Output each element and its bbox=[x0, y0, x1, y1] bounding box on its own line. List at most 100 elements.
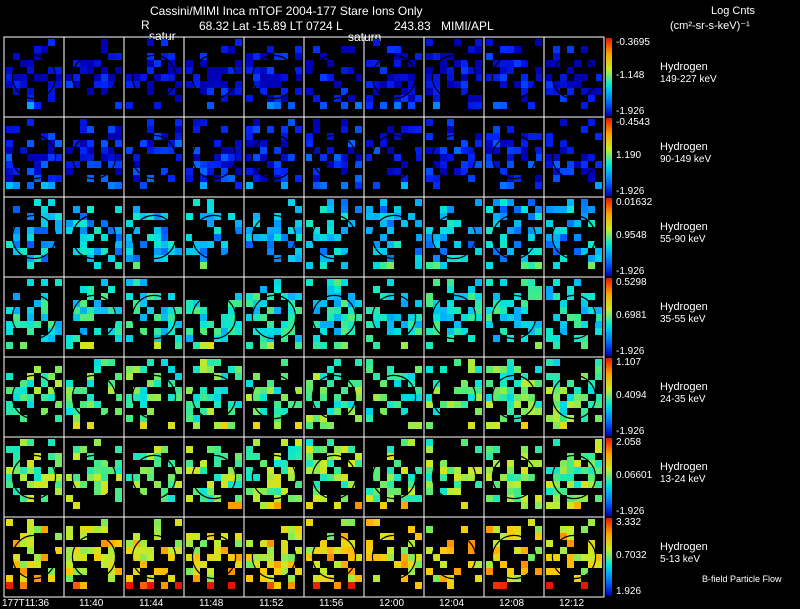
data-pixel bbox=[6, 67, 13, 74]
data-pixel bbox=[500, 199, 507, 206]
data-pixel bbox=[475, 102, 482, 109]
data-pixel bbox=[108, 554, 115, 561]
data-pixel bbox=[468, 175, 475, 182]
data-pixel bbox=[380, 293, 387, 300]
time-tick-label-8: 12:08 bbox=[499, 598, 525, 609]
data-pixel bbox=[193, 307, 200, 314]
data-pixel bbox=[454, 241, 461, 248]
data-pixel bbox=[140, 279, 147, 286]
panel-r4-c8 bbox=[483, 356, 545, 438]
data-pixel bbox=[373, 182, 380, 189]
data-pixel bbox=[387, 373, 394, 380]
data-pixel bbox=[355, 554, 362, 561]
data-pixel bbox=[415, 387, 422, 394]
data-pixel bbox=[115, 394, 122, 401]
data-pixel bbox=[20, 467, 27, 474]
data-pixel bbox=[101, 554, 108, 561]
data-pixel bbox=[408, 422, 415, 429]
data-pixel bbox=[341, 387, 348, 394]
data-pixel bbox=[94, 474, 101, 481]
data-pixel bbox=[161, 234, 168, 241]
data-pixel bbox=[221, 88, 228, 95]
data-pixel bbox=[27, 380, 34, 387]
data-pixel bbox=[581, 248, 588, 255]
data-pixel bbox=[147, 474, 154, 481]
data-pixel bbox=[274, 561, 281, 568]
planet-outline bbox=[431, 214, 477, 260]
data-pixel bbox=[486, 140, 493, 147]
data-pixel bbox=[126, 293, 133, 300]
data-pixel bbox=[27, 526, 34, 533]
data-pixel bbox=[334, 401, 341, 408]
data-pixel bbox=[80, 387, 87, 394]
data-pixel bbox=[274, 168, 281, 175]
data-pixel bbox=[500, 373, 507, 380]
data-pixel bbox=[475, 293, 482, 300]
data-pixel bbox=[66, 495, 73, 502]
data-pixel bbox=[55, 474, 62, 481]
data-pixel bbox=[235, 227, 242, 234]
data-pixel bbox=[295, 495, 302, 502]
data-pixel bbox=[334, 328, 341, 335]
data-pixel bbox=[6, 154, 13, 161]
data-pixel bbox=[507, 401, 514, 408]
data-pixel bbox=[475, 279, 482, 286]
planet-outline bbox=[11, 134, 57, 180]
data-pixel bbox=[320, 206, 327, 213]
data-pixel bbox=[6, 467, 13, 474]
data-pixel bbox=[288, 526, 295, 533]
panel-r0-c9 bbox=[543, 36, 605, 118]
data-pixel bbox=[147, 547, 154, 554]
data-pixel bbox=[373, 262, 380, 269]
data-pixel bbox=[426, 366, 433, 373]
data-pixel bbox=[408, 95, 415, 102]
data-pixel bbox=[581, 199, 588, 206]
data-pixel bbox=[101, 154, 108, 161]
data-pixel bbox=[546, 387, 553, 394]
data-pixel bbox=[306, 467, 313, 474]
data-pixel bbox=[13, 74, 20, 81]
data-pixel bbox=[235, 533, 242, 540]
data-pixel bbox=[334, 154, 341, 161]
data-pixel bbox=[373, 81, 380, 88]
data-pixel bbox=[221, 46, 228, 53]
panel-r3-c6 bbox=[363, 276, 425, 358]
data-pixel bbox=[588, 95, 595, 102]
data-pixel bbox=[6, 328, 13, 335]
source-label: MIMI/APL bbox=[441, 19, 494, 33]
data-pixel bbox=[355, 453, 362, 460]
data-pixel bbox=[415, 495, 422, 502]
data-pixel bbox=[581, 408, 588, 415]
data-pixel bbox=[401, 554, 408, 561]
data-pixel bbox=[228, 401, 235, 408]
data-pixel bbox=[313, 168, 320, 175]
data-pixel bbox=[341, 262, 348, 269]
data-pixel bbox=[535, 213, 542, 220]
data-pixel bbox=[274, 481, 281, 488]
data-pixel bbox=[221, 547, 228, 554]
data-pixel bbox=[115, 373, 122, 380]
data-pixel bbox=[426, 467, 433, 474]
data-pixel bbox=[493, 422, 500, 429]
data-pixel bbox=[20, 248, 27, 255]
data-pixel bbox=[87, 342, 94, 349]
data-pixel bbox=[320, 74, 327, 81]
data-pixel bbox=[27, 519, 34, 526]
data-pixel bbox=[126, 373, 133, 380]
data-pixel bbox=[94, 262, 101, 269]
data-pixel bbox=[433, 74, 440, 81]
data-pixel bbox=[535, 460, 542, 467]
data-pixel bbox=[327, 321, 334, 328]
data-pixel bbox=[560, 422, 567, 429]
data-pixel bbox=[154, 227, 161, 234]
data-pixel bbox=[380, 206, 387, 213]
data-pixel bbox=[66, 526, 73, 533]
data-pixel bbox=[461, 380, 468, 387]
data-pixel bbox=[246, 67, 253, 74]
data-pixel bbox=[500, 307, 507, 314]
planet-outline bbox=[311, 294, 357, 340]
data-pixel bbox=[27, 314, 34, 321]
data-pixel bbox=[168, 366, 175, 373]
data-pixel bbox=[108, 182, 115, 189]
